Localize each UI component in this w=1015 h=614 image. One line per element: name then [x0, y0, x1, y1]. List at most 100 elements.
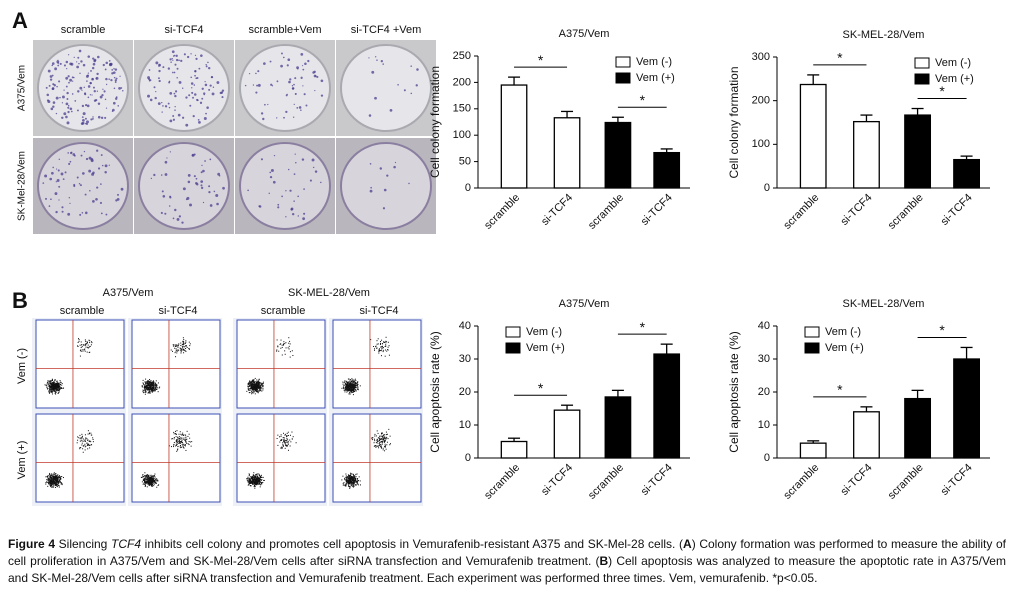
- colony-dot: [117, 105, 120, 107]
- colony-dot: [276, 80, 279, 83]
- flow-event: [386, 350, 388, 352]
- flow-frame: [236, 413, 326, 503]
- flow-event: [251, 483, 253, 485]
- flow-event: [76, 442, 78, 444]
- colony-dot: [371, 70, 375, 74]
- flow-event: [285, 444, 287, 446]
- flow-event: [52, 476, 54, 478]
- colony-dot: [221, 89, 225, 92]
- colony-dot: [200, 171, 203, 174]
- flow-event: [345, 479, 347, 481]
- flow-event: [258, 381, 260, 383]
- flow-event: [287, 443, 289, 445]
- plate: [138, 142, 230, 230]
- flow-event: [281, 354, 283, 356]
- flow-event: [188, 444, 190, 446]
- flow-event: [173, 446, 175, 448]
- caption-label: Figure 4: [8, 537, 55, 551]
- flow-event: [151, 484, 153, 486]
- colony-dot: [79, 86, 83, 90]
- flow-event: [152, 389, 154, 391]
- colony-dot: [257, 70, 260, 73]
- flow-event: [354, 481, 356, 483]
- flow-event: [81, 433, 83, 435]
- flow-event: [142, 391, 144, 393]
- flow-event: [144, 481, 146, 483]
- flow-event: [389, 444, 391, 446]
- flow-event: [250, 479, 252, 481]
- flow-event: [77, 439, 79, 441]
- flow-event: [252, 389, 254, 391]
- flow-event: [249, 381, 251, 383]
- flow-event: [50, 382, 52, 384]
- flow-event: [152, 380, 154, 382]
- flow-event: [83, 349, 85, 351]
- flow-event: [146, 384, 148, 386]
- colony-dot: [76, 61, 78, 63]
- colony-dot: [54, 192, 58, 196]
- row-label: Vem (+): [16, 441, 28, 480]
- flow-event: [258, 477, 260, 479]
- colony-dot: [305, 104, 308, 107]
- flow-event: [149, 378, 151, 380]
- colony-dot: [58, 80, 61, 83]
- flow-event: [344, 391, 346, 393]
- colony-dot: [164, 212, 167, 215]
- flow-event: [380, 342, 382, 344]
- flow-event: [256, 380, 258, 382]
- flow-event: [254, 476, 256, 478]
- flow-event: [84, 343, 86, 345]
- flow-event: [79, 344, 81, 346]
- flow-event: [353, 477, 355, 479]
- flow-event: [348, 477, 350, 479]
- flow-event: [247, 384, 249, 386]
- flow-event: [350, 390, 352, 392]
- flow-event: [179, 436, 181, 438]
- flow-event: [185, 340, 187, 342]
- flow-event: [151, 381, 153, 383]
- flow-event: [353, 384, 355, 386]
- flow-event: [145, 385, 147, 387]
- flow-event: [352, 385, 354, 387]
- flow-event: [346, 479, 348, 481]
- flow-event: [249, 480, 251, 482]
- colony-dot: [294, 77, 297, 80]
- flow-event: [144, 484, 146, 486]
- flow-event: [153, 385, 155, 387]
- colony-dot: [69, 78, 73, 82]
- flow-event: [389, 435, 391, 437]
- flow-event: [178, 442, 180, 444]
- flow-event: [54, 385, 56, 387]
- colony-dot: [200, 184, 203, 187]
- flow-event: [183, 344, 185, 346]
- flow-event: [290, 441, 292, 443]
- flow-event: [53, 477, 55, 479]
- flow-event: [59, 384, 61, 386]
- flow-event: [144, 481, 146, 483]
- colony-dot: [150, 177, 153, 180]
- colony-dot: [47, 69, 51, 73]
- flow-event: [353, 483, 355, 485]
- flow-event: [55, 482, 57, 484]
- flow-event: [282, 444, 284, 446]
- flow-event: [359, 480, 361, 482]
- colony-dot: [369, 189, 373, 193]
- flow-event: [250, 384, 252, 386]
- colony-dot: [111, 72, 114, 75]
- flow-event: [54, 473, 56, 475]
- flow-event: [179, 349, 181, 351]
- flow-event: [146, 475, 148, 477]
- flow-event: [84, 440, 86, 442]
- colony-dot: [189, 104, 192, 107]
- colony-dot: [297, 195, 299, 198]
- flow-event: [186, 346, 188, 348]
- flow-event: [52, 478, 54, 480]
- flow-event: [57, 481, 59, 483]
- flow-event: [56, 477, 58, 479]
- colony-dot: [57, 64, 60, 67]
- colony-dot: [92, 116, 94, 118]
- colony-dot: [87, 72, 90, 74]
- flow-event: [185, 350, 187, 352]
- flow-event: [348, 484, 350, 486]
- flow-event: [153, 475, 155, 477]
